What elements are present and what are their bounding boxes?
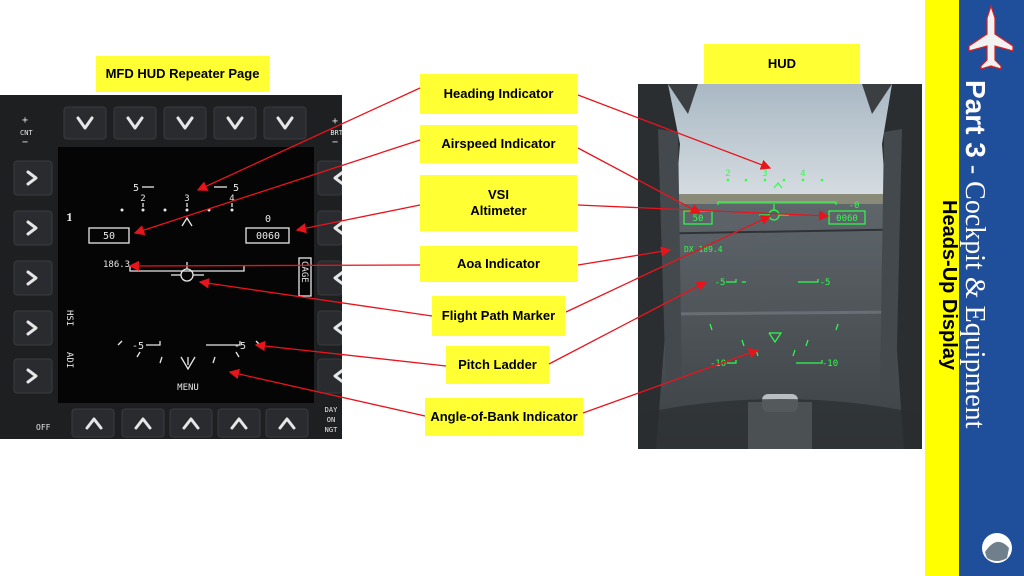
- svg-text:-5: -5: [715, 278, 726, 288]
- svg-text:DX 189.4: DX 189.4: [684, 245, 723, 254]
- svg-text:−: −: [332, 137, 338, 148]
- svg-text:+: +: [332, 116, 338, 127]
- svg-text:-5: -5: [234, 341, 246, 352]
- svg-text:50: 50: [103, 231, 115, 242]
- svg-text:-5: -5: [820, 278, 831, 288]
- svg-text:-5: -5: [132, 341, 144, 352]
- svg-text:3: 3: [762, 169, 767, 179]
- mfd-page-label: MFD HUD Repeater Page: [96, 56, 269, 92]
- side-band-blue: [959, 0, 1024, 576]
- svg-text:ADI: ADI: [64, 352, 74, 368]
- svg-text:0060: 0060: [836, 214, 858, 224]
- svg-text:CAGE: CAGE: [299, 261, 309, 283]
- pilot-avatar-icon: [982, 533, 1012, 563]
- svg-text:4: 4: [800, 169, 805, 179]
- svg-text:50: 50: [693, 214, 704, 224]
- svg-text:HSI: HSI: [64, 310, 74, 326]
- vsi-altimeter-label: VSI Altimeter: [420, 175, 577, 231]
- mfd-graphics: + CNT − + BRT − OFF DAY ON NGT HSI ADI C…: [0, 95, 342, 439]
- svg-text:+: +: [22, 115, 28, 126]
- svg-text:5: 5: [133, 183, 139, 194]
- heading-indicator-label: Heading Indicator: [420, 74, 577, 114]
- svg-text:DAY: DAY: [325, 406, 338, 414]
- svg-text:2: 2: [140, 194, 145, 204]
- svg-text:ON: ON: [327, 416, 335, 424]
- svg-text:NGT: NGT: [325, 426, 338, 434]
- svg-text:BRT: BRT: [330, 129, 342, 137]
- svg-text:4: 4: [229, 194, 234, 204]
- svg-text:OFF: OFF: [36, 423, 51, 432]
- side-band-yellow: [925, 0, 959, 576]
- part-title: Part 3 - Cockpit & Equipment: [958, 80, 991, 428]
- hud-label: HUD: [704, 44, 860, 84]
- mfd-hud-repeater-display: + CNT − + BRT − OFF DAY ON NGT HSI ADI C…: [0, 95, 342, 439]
- svg-text:3: 3: [184, 194, 189, 204]
- airspeed-indicator-label: Airspeed Indicator: [420, 125, 577, 163]
- part-number: Part 3: [960, 80, 991, 158]
- svg-text:-0: -0: [849, 201, 860, 211]
- svg-text:MENU: MENU: [177, 383, 199, 393]
- svg-text:0: 0: [265, 214, 271, 225]
- svg-text:0060: 0060: [256, 231, 280, 242]
- svg-text:186.3: 186.3: [103, 260, 130, 270]
- svg-text:2: 2: [725, 169, 730, 179]
- svg-text:1: 1: [66, 213, 72, 224]
- part-subtitle: - Cockpit & Equipment: [959, 157, 990, 429]
- svg-text:5: 5: [233, 183, 239, 194]
- svg-text:-10: -10: [822, 359, 838, 369]
- flight-path-marker-label: Flight Path Marker: [432, 296, 565, 336]
- aoa-indicator-label: Aoa Indicator: [420, 246, 577, 282]
- jet-logo-icon: [968, 4, 1014, 70]
- svg-text:-10: -10: [710, 359, 726, 369]
- section-title: Heads-Up Display: [938, 200, 960, 371]
- hud-graphics: 2 3 4 50 0060 -0 DX 189.4 -5 -5 -10 -10: [638, 84, 922, 449]
- hud-view: 2 3 4 50 0060 -0 DX 189.4 -5 -5 -10 -10: [638, 84, 922, 449]
- svg-text:CNT: CNT: [20, 129, 33, 137]
- angle-of-bank-label: Angle-of-Bank Indicator: [425, 398, 583, 436]
- svg-text:−: −: [22, 137, 28, 148]
- pitch-ladder-label: Pitch Ladder: [446, 346, 549, 384]
